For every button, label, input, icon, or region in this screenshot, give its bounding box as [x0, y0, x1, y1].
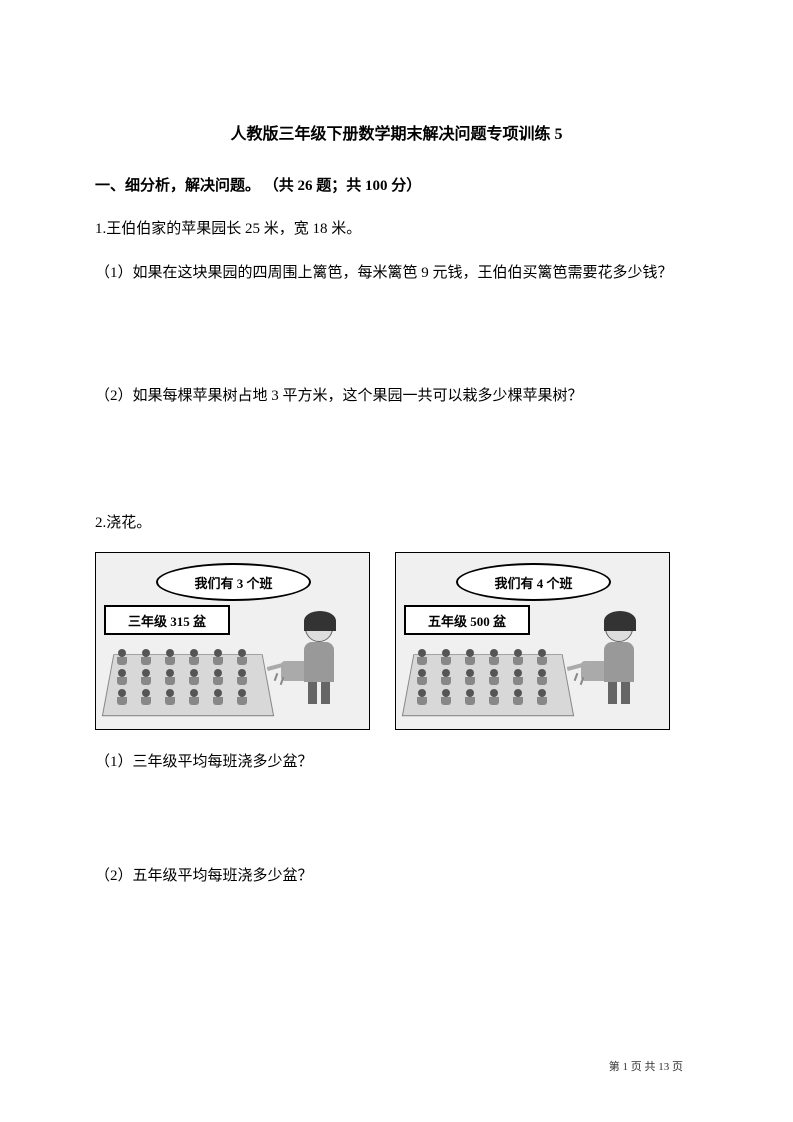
q2-sub2: （2）五年级平均每班浇多少盆？ — [95, 862, 698, 891]
panel-grade3: 我们有 3 个班 三年级 315 盆 — [95, 552, 370, 730]
q1-sub1: （1）如果在这块果园的四周围上篱笆，每米篱笆 9 元钱，王伯伯买篱笆需要花多少钱… — [95, 259, 698, 288]
section-header: 一、细分析，解决问题。 （共 26 题；共 100 分） — [95, 174, 698, 195]
image-row: 我们有 3 个班 三年级 315 盆 我们有 4 个班 五年级 500 盆 — [95, 552, 698, 730]
label-grade5: 五年级 500 盆 — [404, 605, 530, 635]
pots-grid-icon — [114, 649, 254, 707]
pots-grid-icon — [414, 649, 554, 707]
label-grade3: 三年级 315 盆 — [104, 605, 230, 635]
footer-prefix: 第 — [609, 1061, 623, 1073]
q1-intro: 1.王伯伯家的苹果园长 25 米，宽 18 米。 — [95, 217, 698, 243]
water-drops-icon — [571, 671, 591, 691]
q2-intro: 2.浇花。 — [95, 511, 698, 537]
panel-grade5: 我们有 4 个班 五年级 500 盆 — [395, 552, 670, 730]
page-title: 人教版三年级下册数学期末解决问题专项训练 5 — [95, 120, 698, 144]
footer-suffix: 页 — [669, 1061, 683, 1073]
bubble-grade5: 我们有 4 个班 — [456, 563, 611, 601]
q1-sub2: （2）如果每棵苹果树占地 3 平方米，这个果园一共可以栽多少棵苹果树？ — [95, 382, 698, 411]
footer-mid: 页 共 — [628, 1061, 658, 1073]
child-icon — [589, 614, 649, 709]
bubble-grade3: 我们有 3 个班 — [156, 563, 311, 601]
q2-sub1: （1）三年级平均每班浇多少盆？ — [95, 748, 698, 777]
page-footer: 第 1 页 共 13 页 — [609, 1058, 683, 1074]
footer-total: 13 — [658, 1061, 669, 1073]
water-drops-icon — [271, 671, 291, 691]
child-icon — [289, 614, 349, 709]
